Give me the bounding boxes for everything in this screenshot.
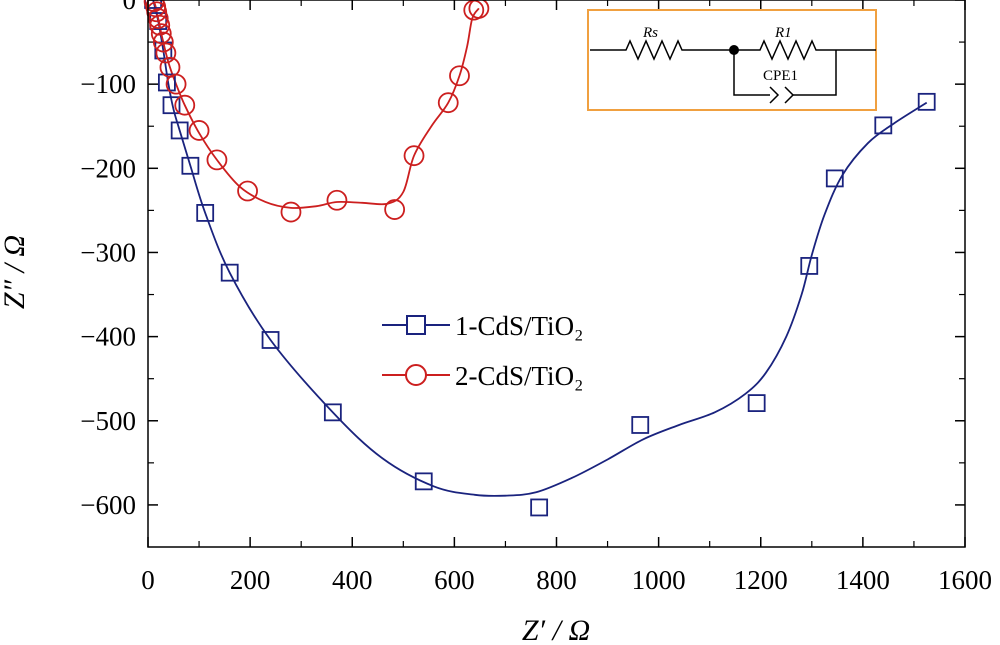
data-point-circle [237, 180, 258, 202]
data-point-square [917, 92, 936, 111]
data-point-circle [468, 0, 490, 19]
data-point-square [874, 116, 893, 135]
data-point-circle [188, 120, 210, 141]
data-point-circle [326, 189, 348, 211]
cpe-branch-wire [733, 50, 770, 96]
y-axis-label: Z″ / Ω [0, 235, 31, 309]
data-point-square [631, 416, 650, 434]
cpe-element-icon [769, 86, 780, 104]
data-point-square [323, 403, 342, 422]
data-point-circle [165, 73, 187, 95]
data-point-square [220, 263, 239, 282]
data-point-circle [437, 92, 459, 114]
x-tick-label: 800 [536, 565, 577, 595]
data-point-square [181, 156, 200, 175]
data-point-square [157, 73, 176, 92]
y-tick-label: −300 [80, 237, 136, 267]
legend-marker-circle [405, 364, 427, 386]
y-tick-label: −200 [80, 153, 136, 183]
x-tick-label: 1200 [734, 565, 788, 595]
label-r1: R1 [774, 25, 792, 41]
resistor-r1-icon [734, 39, 876, 61]
data-point-circle [150, 23, 172, 45]
x-tick-label: 1400 [836, 565, 890, 595]
data-point-circle [384, 199, 406, 220]
y-tick-label: −100 [80, 69, 136, 99]
legend-label-series-2: 2-CdS/TiO₂ [455, 361, 583, 391]
data-point-square [162, 96, 181, 115]
fit-line-series-1 [152, 0, 928, 497]
label-cpe1: CPE1 [763, 68, 798, 84]
data-point-circle [449, 65, 470, 87]
x-tick-label: 400 [332, 565, 373, 595]
data-point-circle [146, 1, 168, 23]
data-point-square [144, 0, 163, 9]
x-tick-label: 600 [434, 565, 475, 595]
data-point-square [800, 257, 819, 275]
data-point-square [149, 12, 168, 30]
data-point-square [196, 204, 215, 222]
fit-line-series-2 [153, 1, 480, 209]
y-tick-label: −600 [80, 490, 136, 520]
cpe-return-wire [793, 50, 837, 96]
data-point-circle [149, 14, 171, 36]
inset-frame [587, 9, 877, 111]
data-point-circle [280, 201, 302, 223]
x-tick-label: 1000 [632, 565, 686, 595]
data-point-square [747, 394, 766, 412]
data-point-square [530, 498, 549, 517]
y-tick-label: −500 [80, 406, 136, 436]
legend-item-series-1: 1-CdS/TiO₂ [382, 311, 583, 341]
data-point-circle [206, 149, 228, 171]
axes-layer: 0 200 400 600 800 1000 1200 1400 1600 0 −100 −200 −3… [80, 0, 992, 595]
label-rs: Rs [642, 25, 658, 41]
equivalent-circuit-inset: Rs R1 CPE1 [587, 9, 877, 111]
data-point-circle [403, 145, 425, 167]
data-point-square [414, 472, 433, 491]
resistor-rs-icon [590, 39, 734, 61]
x-tick-label: 0 [141, 565, 155, 595]
x-axis-label: Z′ / Ω [522, 614, 590, 645]
data-point-square [825, 169, 844, 188]
legend: 1-CdS/TiO₂ 2-CdS/TiO₂ [382, 311, 583, 391]
data-point-circle [174, 94, 196, 116]
x-tick-label: 1600 [938, 565, 992, 595]
data-point-square [170, 121, 189, 140]
data-point-circle [155, 42, 177, 64]
y-tick-label: 0 [123, 0, 137, 15]
data-point-circle [152, 31, 174, 53]
plot-frame [147, 0, 966, 548]
legend-item-series-2: 2-CdS/TiO₂ [382, 361, 583, 391]
data-point-square [261, 331, 280, 349]
legend-marker-square [406, 315, 426, 335]
y-tick-label: −400 [80, 322, 136, 352]
data-markers [143, 0, 936, 517]
x-tick-label: 200 [230, 565, 271, 595]
legend-label-series-1: 1-CdS/TiO₂ [455, 311, 583, 341]
